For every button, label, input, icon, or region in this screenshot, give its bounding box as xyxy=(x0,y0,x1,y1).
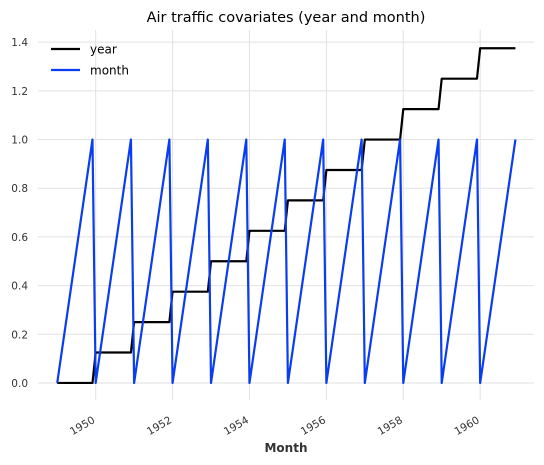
y-tick-label: 0.6 xyxy=(11,232,28,244)
x-tick-label: 1950 xyxy=(68,414,97,438)
y-tick-label: 0.0 xyxy=(11,378,28,390)
y-tick-label: 1.0 xyxy=(11,135,28,147)
x-tick-label: 1952 xyxy=(145,414,174,438)
x-tick-label: 1956 xyxy=(299,414,328,438)
y-tick-labels: 0.0 0.2 0.4 0.6 0.8 1.0 1.2 1.4 xyxy=(11,37,28,390)
x-tick-labels: 1950 1952 1954 1956 1958 1960 xyxy=(68,414,482,438)
x-tick-label: 1960 xyxy=(453,414,482,438)
legend: year month xyxy=(51,43,129,78)
series-lines xyxy=(56,47,517,385)
grid xyxy=(38,30,534,400)
x-axis-label: Month xyxy=(264,441,307,455)
y-tick-label: 0.4 xyxy=(11,281,28,293)
y-tick-label: 1.4 xyxy=(11,37,28,49)
legend-label-year: year xyxy=(90,43,117,57)
y-tick-label: 1.2 xyxy=(11,86,28,98)
series-line-month xyxy=(56,138,517,385)
legend-label-month: month xyxy=(90,64,129,78)
x-tick-label: 1954 xyxy=(222,414,251,438)
chart-title: Air traffic covariates (year and month) xyxy=(147,10,426,26)
y-tick-label: 0.8 xyxy=(11,183,28,195)
y-tick-label: 0.2 xyxy=(11,329,28,341)
x-tick-label: 1958 xyxy=(376,414,405,438)
